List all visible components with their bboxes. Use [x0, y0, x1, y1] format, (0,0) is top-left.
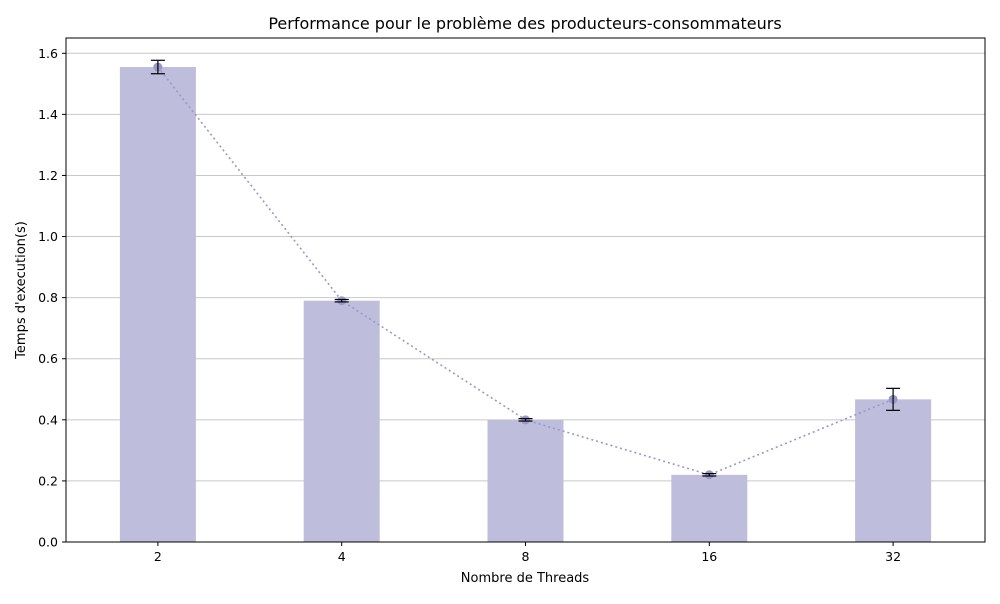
- bar: [855, 399, 932, 542]
- bar: [119, 67, 196, 542]
- y-tick-label: 1.0: [38, 229, 58, 244]
- y-tick-label: 0.0: [38, 535, 58, 550]
- x-tick-label: 2: [154, 549, 162, 564]
- y-tick-label: 0.4: [38, 412, 58, 427]
- x-tick-label: 4: [338, 549, 346, 564]
- y-tick-label: 0.2: [38, 473, 58, 488]
- bar: [671, 474, 748, 542]
- error-bar: [518, 417, 533, 422]
- y-axis-label: Temps d'execution(s): [14, 221, 29, 360]
- trend-line-group: [153, 62, 898, 480]
- y-tick-label: 0.6: [38, 351, 58, 366]
- chart-title: Performance pour le problème des product…: [268, 14, 781, 33]
- x-axis-label: Nombre de Threads: [461, 571, 590, 586]
- y-tick-label: 0.8: [38, 290, 58, 305]
- error-bar: [150, 59, 165, 75]
- y-tick-label: 1.4: [38, 107, 58, 122]
- error-bar: [886, 387, 901, 411]
- trend-line: [157, 66, 894, 476]
- error-bar: [334, 298, 349, 303]
- error-bars-group: [150, 59, 901, 477]
- y-ticks: 0.0 0.2 0.4 0.6 0.8 1.0 1.2 1.4 1.6: [38, 46, 66, 550]
- grid-lines: [66, 52, 985, 543]
- x-tick-label: 16: [701, 549, 717, 564]
- x-tick-label: 32: [885, 549, 901, 564]
- bars-group: [119, 67, 932, 542]
- y-tick-label: 1.6: [38, 46, 58, 61]
- error-bar: [702, 472, 717, 477]
- bar: [487, 419, 564, 542]
- y-tick-label: 1.2: [38, 168, 58, 183]
- x-tick-label: 8: [522, 549, 530, 564]
- x-ticks: 2 4 8 16 32: [154, 542, 901, 564]
- bar: [303, 300, 380, 542]
